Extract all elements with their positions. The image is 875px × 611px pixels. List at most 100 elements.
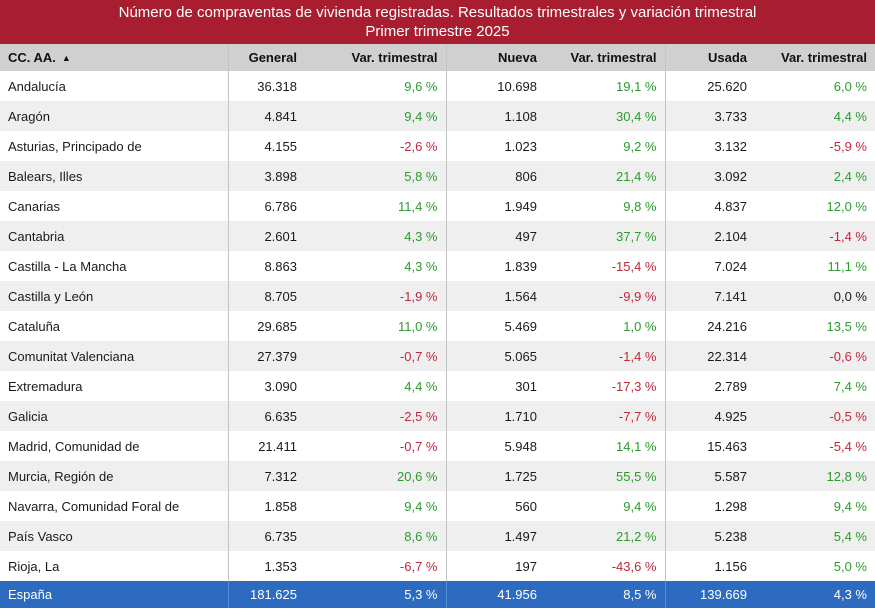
header-nueva[interactable]: Nueva [445,44,545,71]
cell-usada: 1.156 [664,551,755,581]
cell-usada: 24.216 [664,311,755,341]
cell-general: 7.312 [227,461,305,491]
cell-var-general: 9,6 % [404,78,438,94]
cell-region: Balears, Illes [0,161,228,191]
table-title: Número de compraventas de vivienda regis… [0,0,875,44]
cell-var-nueva: 30,4 % [545,101,665,131]
cell-general: 4.155 [227,131,305,161]
header-region[interactable]: CC. AA. ▲ [0,44,228,71]
cell-var-general: 8,6 % [305,521,446,551]
cell-nueva: 1.725 [445,461,545,491]
cell-var-nueva: 1,0 % [623,318,657,334]
cell-nueva: 806 [445,161,545,191]
cell-nueva: 1.108 [445,101,545,131]
cell-var-usada: -5,4 % [829,438,867,454]
cell-general: 1.858 [227,491,305,521]
cell-general: 8.705 [227,281,305,311]
cell-var-nueva: 21,4 % [545,161,665,191]
cell-var-general: -0,7 % [399,438,438,454]
cell-var-general: 4,3 % [305,221,446,251]
cell-nueva: 197 [445,551,545,581]
cell-var-nueva: -43,6 % [611,558,657,574]
cell-general: 3.898 [227,161,305,191]
cell-nueva: 1.023 [445,131,545,161]
cell-var-nueva: 14,1 % [616,438,657,454]
cell-var-usada: -1,4 % [755,221,875,251]
table-row: Castilla y León 8.705 -1,9 % 1.564 -9,9 % 7.1… [0,281,875,311]
cell-region: Cataluña [8,318,61,334]
data-table: CC. AA. ▲ General Var. trimestral Nueva V… [0,44,875,608]
sort-ascending-icon[interactable]: ▲ [61,53,71,63]
total-row: España 181.625 5,3 % 41.956 8,5 % 139.66… [0,581,875,608]
cell-var-usada: -0,6 % [755,341,875,371]
cell-var-general: -2,6 % [399,138,438,154]
cell-usada: 2.104 [664,221,755,251]
cell-var-nueva: -17,3 % [611,378,657,394]
total-nueva: 41.956 [445,581,545,608]
cell-var-nueva: 37,7 % [545,221,665,251]
title-line-1: Número de compraventas de vivienda regis… [118,4,757,21]
cell-var-usada: 12,0 % [826,198,867,214]
total-var-nueva: 8,5 % [545,581,665,608]
cell-usada: 15.463 [664,431,755,461]
cell-var-nueva: 19,1 % [616,78,657,94]
cell-var-general: 11,4 % [397,198,438,214]
cell-nueva: 5.469 [445,311,545,341]
cell-general: 6.735 [227,521,305,551]
total-var-general: 5,3 % [305,581,446,608]
cell-nueva: 1.564 [445,281,545,311]
header-var-usada[interactable]: Var. trimestral [755,44,875,71]
cell-nueva: 1.839 [445,251,545,281]
cell-var-usada: 11,1 % [827,258,867,274]
table-row: Andalucía 36.318 9,6 % 10.698 19,1 % 25.620 6,… [0,71,875,101]
cell-general: 2.601 [227,221,305,251]
cell-var-nueva: 21,2 % [545,521,665,551]
cell-var-nueva: 55,5 % [545,461,665,491]
cell-var-usada: 12,8 % [755,461,875,491]
cell-var-general: 11,0 % [397,318,438,334]
cell-general: 36.318 [227,71,305,101]
header-region-label: CC. AA. [8,50,56,65]
total-var-usada: 4,3 % [755,581,875,608]
cell-nueva: 5.948 [445,431,545,461]
cell-var-usada: -5,9 % [829,138,867,154]
cell-var-usada: 0,0 % [755,281,875,311]
cell-var-usada: 13,5 % [826,318,867,334]
table-body: Andalucía 36.318 9,6 % 10.698 19,1 % 25.620 6,… [0,71,875,581]
cell-usada: 3.132 [664,131,755,161]
cell-var-general: -0,7 % [305,341,446,371]
header-usada[interactable]: Usada [664,44,755,71]
cell-var-general: 4,3 % [404,258,438,274]
cell-nueva: 1.949 [445,191,545,221]
cell-usada: 2.789 [664,371,755,401]
cell-var-usada: 5,0 % [833,558,867,574]
total-region: España [0,581,228,608]
total-usada: 139.669 [664,581,755,608]
cell-general: 21.411 [227,431,305,461]
cell-usada: 3.092 [664,161,755,191]
header-var-general[interactable]: Var. trimestral [305,44,446,71]
cell-var-nueva: 9,4 % [623,498,657,514]
cell-region: Andalucía [8,78,66,94]
header-var-nueva[interactable]: Var. trimestral [545,44,665,71]
cell-region: País Vasco [0,521,228,551]
cell-var-usada: 7,4 % [833,378,867,394]
cell-var-general: 20,6 % [305,461,446,491]
table-row: Comunitat Valenciana 27.379 -0,7 % 5.065 -1,… [0,341,875,371]
cell-usada: 4.837 [664,191,755,221]
table-row: Extremadura 3.090 4,4 % 301 -17,3 % 2.789 7,4 … [0,371,875,401]
cell-usada: 7.141 [664,281,755,311]
cell-region: Galicia [0,401,228,431]
cell-general: 29.685 [227,311,305,341]
cell-region: Castilla - La Mancha [8,258,127,274]
header-general[interactable]: General [227,44,305,71]
table-row: Canarias 6.786 11,4 % 1.949 9,8 % 4.837 12,0 % [0,191,875,221]
cell-var-general: -1,9 % [305,281,446,311]
cell-region: Comunitat Valenciana [0,341,228,371]
cell-var-usada: 5,4 % [755,521,875,551]
table-row: Castilla - La Mancha 8.863 4,3 % 1.839 -15,4… [0,251,875,281]
cell-nueva: 497 [445,221,545,251]
table-row: Navarra, Comunidad Foral de 1.858 9,4 % 560… [0,491,875,521]
cell-var-nueva: 9,2 % [623,138,657,154]
cell-usada: 5.238 [664,521,755,551]
